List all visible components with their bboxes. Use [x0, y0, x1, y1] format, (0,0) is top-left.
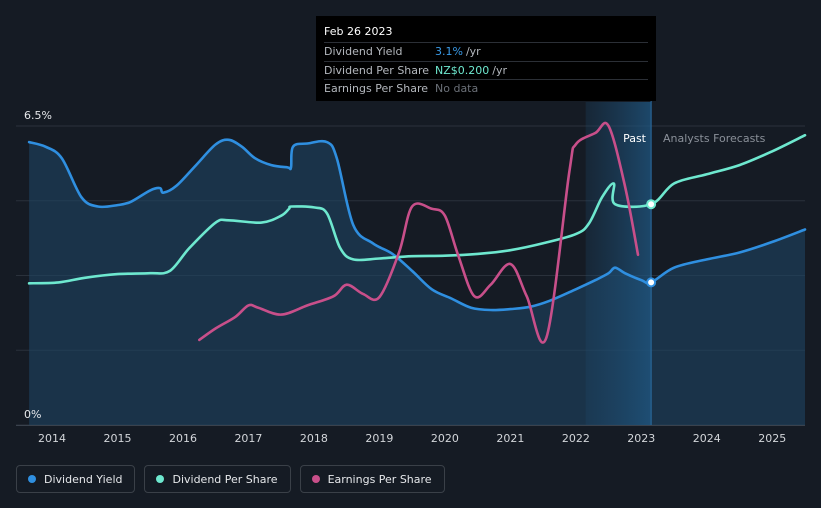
- series-marker-dps: [646, 199, 657, 210]
- series-markers: [646, 199, 657, 288]
- legend-dot-icon: [28, 475, 36, 483]
- x-tick-label: 2015: [103, 432, 131, 445]
- forecast-region-label: Analysts Forecasts: [663, 132, 766, 145]
- legend-item-earnings-per-share[interactable]: Earnings Per Share: [299, 465, 445, 493]
- dividend-yield-area-fill: [29, 139, 806, 425]
- highlight-band: [585, 16, 652, 425]
- dividend-yield-area: [29, 139, 806, 425]
- x-tick-label: 2023: [627, 432, 655, 445]
- x-tick-label: 2025: [758, 432, 786, 445]
- tooltip-value: NZ$0.200: [435, 63, 490, 77]
- tooltip-label: Earnings Per Share: [324, 82, 429, 96]
- x-tick-label: 2021: [496, 432, 524, 445]
- chart-legend: Dividend Yield Dividend Per Share Earnin…: [16, 465, 445, 493]
- legend-item-dividend-per-share[interactable]: Dividend Per Share: [144, 465, 291, 493]
- y-axis-top-label: 6.5%: [24, 109, 52, 122]
- tooltip-label: Dividend Yield: [324, 45, 403, 59]
- tooltip-unit: /yr: [492, 63, 508, 77]
- x-tick-label: 2019: [365, 432, 393, 445]
- x-tick-label: 2016: [169, 432, 197, 445]
- x-tick-label: 2024: [693, 432, 721, 445]
- legend-label: Earnings Per Share: [327, 472, 432, 486]
- tooltip-label: Dividend Per Share: [324, 63, 430, 77]
- x-tick-label: 2014: [38, 432, 66, 445]
- x-tick-label: 2018: [300, 432, 328, 445]
- x-tick-label: 2020: [431, 432, 459, 445]
- past-region-label: Past: [623, 132, 647, 145]
- legend-label: Dividend Per Share: [172, 472, 278, 486]
- tooltip-unit: /yr: [465, 45, 481, 59]
- past-highlight-band: [585, 102, 652, 425]
- legend-dot-icon: [156, 475, 165, 483]
- tooltip-value: No data: [435, 82, 479, 96]
- x-tick-label: 2022: [562, 432, 590, 445]
- legend-dot-icon: [311, 475, 320, 483]
- tooltip-date: Feb 26 2023: [324, 25, 393, 38]
- tooltip-row-dividend-per-share: Dividend Per Share NZ$0.200 /yr: [324, 60, 648, 80]
- x-axis: 2014 2015 2016 2017 2018 2019 2020 2021 2022 2023…: [16, 425, 805, 445]
- series-line-yield: [27, 138, 807, 312]
- series-line-eps: [198, 121, 640, 344]
- series-lines: [27, 121, 807, 344]
- tooltip-row-earnings-per-share: Earnings Per Share No data: [324, 79, 648, 98]
- tooltip-value: 3.1%: [435, 45, 463, 59]
- series-marker-yield: [646, 277, 657, 288]
- legend-label: Dividend Yield: [44, 472, 123, 486]
- tooltip-row-dividend-yield: Dividend Yield 3.1% /yr: [324, 42, 648, 61]
- chart-tooltip: Feb 26 2023 Dividend Yield 3.1% /yr Divi…: [316, 16, 656, 101]
- y-axis-bottom-label: 0%: [24, 408, 41, 421]
- series-line-dps: [27, 133, 807, 285]
- legend-item-dividend-yield[interactable]: Dividend Yield: [16, 465, 136, 493]
- x-tick-label: 2017: [234, 432, 262, 445]
